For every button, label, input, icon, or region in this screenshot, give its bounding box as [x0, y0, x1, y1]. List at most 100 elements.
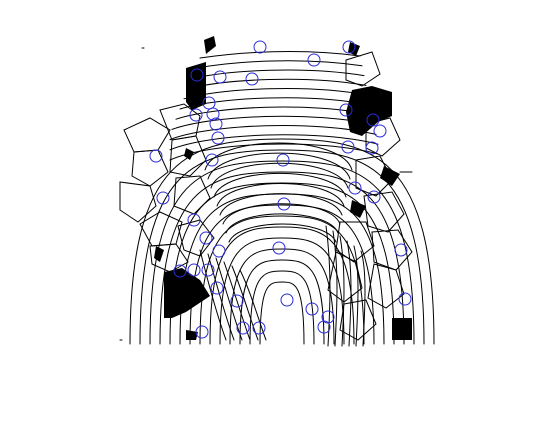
minutia-marker — [199, 231, 213, 245]
middle-ridge — [216, 183, 345, 207]
minutia-marker — [366, 113, 380, 127]
right-network-cell — [335, 221, 375, 263]
core-loop-ridge — [259, 281, 305, 345]
lower-right-ridge — [332, 230, 338, 347]
minutia-marker — [209, 117, 223, 131]
middle-ridge — [207, 152, 351, 180]
core-loop-ridge — [249, 270, 315, 345]
upper-ridge — [195, 60, 363, 69]
lower-right-ridge — [360, 250, 366, 347]
middle-ridge — [204, 142, 353, 171]
mask-region-bottom-right — [392, 318, 412, 340]
minutia-marker — [245, 72, 259, 86]
right-network-cell — [339, 299, 377, 341]
minutia-marker — [341, 140, 355, 154]
minutia-marker — [236, 321, 250, 335]
minutia-marker — [173, 264, 187, 278]
core-loop-ridge — [229, 248, 335, 345]
left-network-cell — [159, 103, 201, 141]
core-loop-ridge — [139, 149, 425, 345]
minutia-marker — [280, 293, 294, 307]
core-loop-ridge — [149, 160, 415, 345]
core-loop-ridge — [219, 237, 345, 345]
lower-left-ridge — [199, 249, 227, 341]
minutia-marker — [156, 191, 170, 205]
mask-region-bottom-left-small — [186, 330, 198, 340]
right-network-cell — [363, 191, 405, 233]
minutia-marker — [187, 263, 201, 277]
minutia-marker — [230, 294, 244, 308]
middle-ridge — [225, 213, 339, 234]
upper-ridge — [169, 125, 377, 141]
minutia-marker — [252, 321, 266, 335]
ridge-lines — [119, 47, 435, 347]
minutia-marker — [348, 181, 362, 195]
minutiae-markers — [149, 40, 412, 339]
right-network-cell — [365, 117, 401, 157]
minutia-marker — [339, 103, 353, 117]
minutia-marker — [365, 141, 379, 155]
right-network-cell — [327, 251, 363, 303]
minutia-marker — [307, 53, 321, 67]
core-loop-ridge — [169, 182, 395, 345]
core-loop-ridge — [199, 215, 365, 345]
minutia-marker — [305, 302, 319, 316]
mask-region-left-bottom — [164, 268, 210, 318]
left-network-cell — [149, 243, 189, 273]
minutia-marker — [211, 131, 225, 145]
mask-region-top-right — [346, 86, 392, 136]
middle-ridge — [213, 172, 347, 198]
minutia-marker — [189, 108, 203, 122]
minutia-marker — [210, 281, 224, 295]
right-network-cell — [367, 263, 405, 309]
right-network-cell — [355, 155, 393, 197]
minutia-marker — [212, 244, 226, 258]
left-network-cell — [177, 219, 215, 257]
minutia-marker — [321, 310, 335, 324]
mask-region-left-mid — [154, 246, 164, 262]
right-network-cell — [371, 229, 413, 271]
core-loop-ridge — [239, 259, 325, 345]
mask-region-right-lower — [350, 200, 366, 218]
upper-ridge — [199, 51, 361, 59]
minutia-marker — [394, 243, 408, 257]
upper-ridge — [191, 69, 365, 79]
minutia-marker — [253, 40, 267, 54]
upper-ridge — [169, 143, 379, 161]
upper-ridge — [179, 97, 371, 110]
lower-left-ridge — [223, 261, 251, 341]
core-loop-ridge — [129, 138, 435, 345]
lower-right-ridge — [325, 225, 331, 347]
middle-ridge — [222, 203, 341, 225]
minutia-marker — [149, 149, 163, 163]
minutia-marker — [190, 68, 204, 82]
left-network-cell — [119, 181, 157, 223]
minutia-marker — [342, 40, 356, 54]
lower-right-ridge — [353, 245, 359, 347]
left-network-cell — [139, 211, 183, 247]
upper-ridge — [183, 88, 369, 100]
middle-ridge — [210, 162, 349, 189]
minutia-marker — [373, 124, 387, 138]
core-loop-ridge — [209, 226, 355, 345]
upper-ridge — [171, 115, 375, 130]
core-loop-ridge — [159, 171, 405, 345]
left-network-cell — [123, 117, 171, 153]
minutia-marker — [206, 107, 220, 121]
middle-ridge — [228, 223, 337, 243]
minutia-marker — [367, 190, 381, 204]
minutia-marker — [276, 153, 290, 167]
lower-right-ridge — [346, 240, 352, 347]
left-network-cell — [169, 135, 207, 177]
minutia-marker — [213, 70, 227, 84]
core-loop-ridge — [189, 204, 375, 345]
minutia-marker — [272, 241, 286, 255]
lower-left-ridge — [231, 265, 259, 341]
lower-right-ridge — [339, 235, 345, 347]
minutia-marker — [398, 292, 412, 306]
lower-left-ridge — [239, 269, 267, 341]
minutia-marker — [195, 325, 209, 339]
minutia-marker — [277, 197, 291, 211]
right-network-cell — [345, 51, 381, 87]
left-network-cell — [173, 175, 211, 215]
